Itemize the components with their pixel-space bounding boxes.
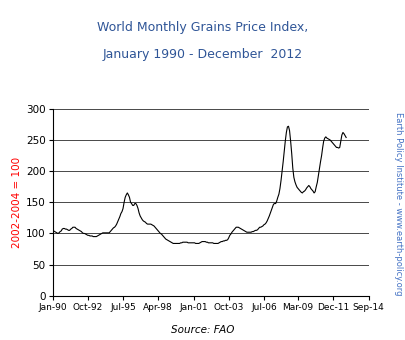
Y-axis label: 2002-2004 = 100: 2002-2004 = 100 xyxy=(12,157,22,248)
Text: World Monthly Grains Price Index,: World Monthly Grains Price Index, xyxy=(97,21,308,34)
Text: January 1990 - December  2012: January 1990 - December 2012 xyxy=(102,48,303,61)
Text: Earth Policy Institute - www.earth-policy.org: Earth Policy Institute - www.earth-polic… xyxy=(394,112,403,296)
Text: Source: FAO: Source: FAO xyxy=(171,325,234,335)
